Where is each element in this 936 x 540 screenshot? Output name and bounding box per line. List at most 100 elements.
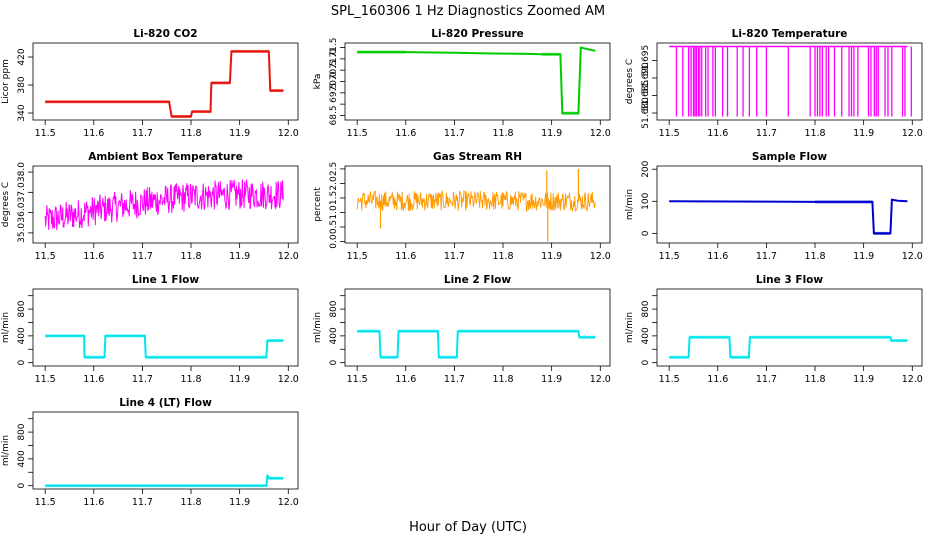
- series-line: [669, 336, 908, 359]
- y-tick-label: 800: [641, 300, 651, 317]
- panel-title: Line 3 Flow: [756, 274, 823, 286]
- series-line: [45, 334, 284, 359]
- y-tick-label: 38.0: [17, 162, 27, 182]
- series-noise-band: [45, 334, 85, 338]
- series-noise-band: [145, 355, 267, 359]
- series-noise-band: [398, 329, 438, 333]
- y-tick-label: 400: [641, 327, 651, 344]
- x-tick-label: 11.8: [492, 128, 513, 139]
- y-tick-label: 71.0: [329, 49, 339, 69]
- y-tick-label: 1.5: [329, 191, 339, 205]
- series-noise-band: [105, 334, 145, 338]
- y-tick-label: 800: [329, 300, 339, 317]
- x-tick-label: 11.8: [804, 251, 825, 262]
- y-axis-label: degrees C: [1, 182, 11, 227]
- y-axis-label: ml/min: [625, 312, 635, 343]
- x-tick-label: 11.7: [444, 374, 465, 385]
- x-tick-label: 12.0: [278, 128, 299, 139]
- y-tick-label: 0: [17, 483, 27, 489]
- y-tick-label: 0: [641, 230, 651, 236]
- series-noise-band: [571, 111, 579, 115]
- x-tick-label: 11.9: [541, 251, 562, 262]
- y-tick-label: 100: [641, 192, 651, 209]
- panel-line-2-flow: Line 2 Flow ml/min 11.5 11.6 11.7 11.8 11.9 12.…: [313, 274, 611, 385]
- plot-frame: [344, 288, 611, 367]
- y-axis-label: degrees C: [625, 59, 635, 104]
- x-tick-label: 11.7: [756, 251, 777, 262]
- panel-title: Sample Flow: [752, 151, 827, 163]
- y-tick-label: 51.690: [641, 62, 651, 94]
- plot-frame: [656, 288, 923, 367]
- x-tick-label: 11.6: [395, 128, 416, 139]
- y-tick-label: 51.685: [641, 80, 651, 112]
- x-tick-label: 11.7: [756, 128, 777, 139]
- x-tick-label: 11.5: [659, 128, 680, 139]
- y-tick-label: 0: [329, 360, 339, 366]
- x-tick-label: 11.6: [707, 374, 728, 385]
- x-tick-label: 11.5: [347, 374, 368, 385]
- series-noise-band: [562, 111, 572, 115]
- series-noise-band: [84, 355, 105, 359]
- x-tick-label: 12.0: [902, 251, 923, 262]
- panel-li-820-co2: Li-820 CO2 Licor ppm 11.5 11.6 11.7 11.8 11.9 1…: [1, 28, 299, 139]
- panel-sample-flow: Sample Flow ml/min 11.5 11.6 11.7 11.8 11.9 12.…: [625, 151, 923, 262]
- y-tick-label: 35.0: [17, 223, 27, 243]
- x-tick-label: 11.9: [541, 374, 562, 385]
- y-axis-label: percent: [313, 187, 323, 222]
- plot-frame: [656, 165, 923, 244]
- y-tick-label: 70.0: [329, 71, 339, 91]
- y-tick-label: 800: [17, 423, 27, 440]
- panel-li-820-temperature: Li-820 Temperature degrees C 11.5 11.6 11.7 1…: [625, 28, 923, 139]
- panel-title: Li-820 CO2: [133, 28, 197, 40]
- x-tick-label: 11.9: [229, 497, 250, 508]
- series-noise-band: [270, 89, 284, 93]
- x-tick-label: 12.0: [278, 497, 299, 508]
- panel-title: Ambient Box Temperature: [88, 151, 243, 163]
- x-tick-label: 12.0: [902, 374, 923, 385]
- series-noise-band: [438, 355, 457, 359]
- series-noise-band: [749, 335, 891, 339]
- series-noise-band: [357, 50, 406, 54]
- x-tick-label: 11.6: [83, 128, 104, 139]
- series-noise-band: [380, 355, 398, 359]
- x-tick-label: 11.8: [804, 374, 825, 385]
- series-line: [356, 189, 596, 213]
- plot-frame: [32, 42, 299, 121]
- x-tick-label: 11.6: [707, 251, 728, 262]
- plot-frame: [344, 165, 611, 244]
- panel-title: Line 2 Flow: [444, 274, 511, 286]
- plot-frame: [344, 42, 611, 121]
- y-tick-label: 0: [641, 360, 651, 366]
- x-tick-label: 11.5: [35, 251, 56, 262]
- series-noise-band: [815, 200, 873, 204]
- x-tick-label: 12.0: [590, 374, 611, 385]
- panel-title: Li-820 Temperature: [732, 28, 848, 40]
- x-tick-label: 11.6: [707, 128, 728, 139]
- panel-grid: Li-820 CO2 Licor ppm 11.5 11.6 11.7 11.8 11.9 1…: [1, 28, 923, 508]
- x-tick-label: 11.6: [83, 251, 104, 262]
- series-noise-band: [231, 49, 269, 53]
- y-tick-label: 400: [17, 450, 27, 467]
- x-tick-label: 11.5: [35, 374, 56, 385]
- x-tick-label: 12.0: [278, 374, 299, 385]
- x-tick-label: 11.7: [132, 497, 153, 508]
- series-noise-band: [211, 81, 230, 85]
- series-noise-band: [579, 335, 596, 339]
- y-axis-label: ml/min: [1, 312, 11, 343]
- panel-line-1-flow: Line 1 Flow ml/min 11.5 11.6 11.7 11.8 11.9 12.…: [1, 274, 299, 385]
- series-noise-band: [891, 339, 908, 343]
- series-line: [44, 179, 284, 231]
- y-tick-label: 1.0: [329, 205, 339, 220]
- x-tick-label: 11.9: [229, 251, 250, 262]
- plot-frame: [32, 411, 299, 490]
- y-tick-label: 400: [17, 327, 27, 344]
- x-tick-label: 11.6: [395, 374, 416, 385]
- x-tick-label: 12.0: [278, 251, 299, 262]
- x-tick-label: 11.5: [35, 497, 56, 508]
- panel-title: Line 1 Flow: [132, 274, 199, 286]
- x-tick-label: 11.9: [229, 374, 250, 385]
- y-tick-label: 380: [17, 76, 27, 93]
- series-noise-band: [689, 335, 730, 339]
- y-tick-label: 0.0: [329, 234, 339, 249]
